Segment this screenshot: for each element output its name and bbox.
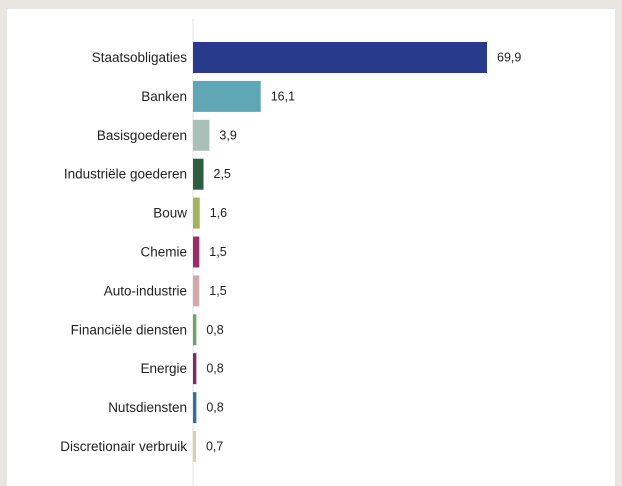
chart-card: Staatsobligaties 69,9 Banken 16,1 Basisgoede… [7,9,615,486]
category-label-9: Nutsdiensten [108,400,187,415]
value-label-5: 1,5 [209,245,226,259]
value-label-9: 0,8 [206,401,223,415]
bar-9 [193,392,197,424]
value-label-10: 0,7 [206,440,223,454]
bar-chart: Staatsobligaties 69,9 Banken 16,1 Basisgoede… [60,19,521,486]
value-label-2: 3,9 [219,128,236,142]
bar-4 [193,197,200,229]
category-label-8: Energie [140,361,187,376]
value-label-7: 0,8 [206,323,223,337]
value-label-3: 2,5 [214,167,231,181]
value-label-0: 69,9 [497,51,521,65]
bar-7 [193,314,197,346]
value-label-4: 1,6 [210,206,227,220]
bar-8 [193,353,197,385]
bar-0 [193,42,487,73]
bar-1 [193,80,261,112]
value-label-8: 0,8 [206,362,223,376]
value-label-6: 1,5 [209,284,226,298]
category-label-6: Auto-industrie [104,283,187,298]
bar-10 [193,431,196,462]
category-label-3: Industriële goederen [64,167,187,182]
category-label-2: Basisgoederen [97,128,187,143]
bar-2 [193,119,210,151]
category-label-7: Financiële diensten [71,322,187,337]
category-label-1: Banken [141,89,187,104]
category-label-4: Bouw [153,206,187,221]
bar-3 [193,158,204,190]
bar-6 [193,275,200,307]
category-label-0: Staatsobligaties [92,50,188,65]
category-label-5: Chemie [140,245,187,260]
bar-5 [193,236,200,268]
value-label-1: 16,1 [271,89,295,103]
category-label-10: Discretionair verbruik [60,439,187,454]
